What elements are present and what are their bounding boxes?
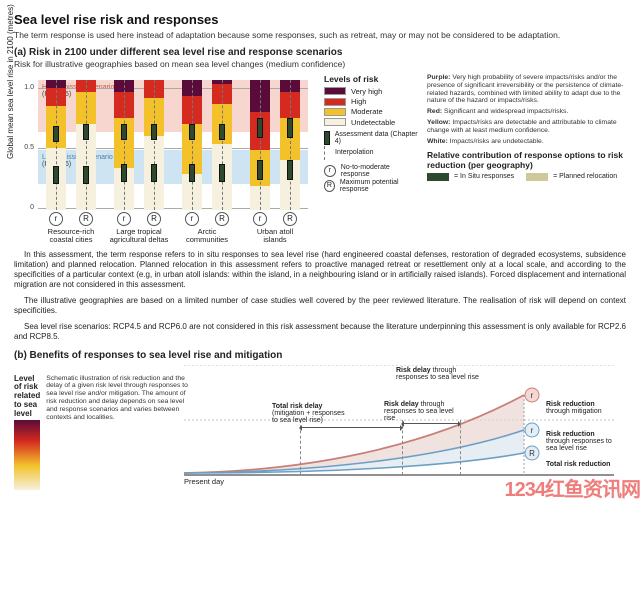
category-label: Urban atoll islands: [245, 228, 305, 244]
desc-purple: Purple: Very high probability of severe …: [427, 74, 626, 105]
panel-b-chart: r r R Total risk delay(mitigation + resp…: [184, 365, 614, 485]
panel-a-sub: Risk for illustrative geographies based …: [14, 59, 626, 70]
risk-label: Moderate: [351, 107, 383, 116]
b-x-origin: Present day: [184, 477, 224, 486]
risk-bar: r: [250, 80, 270, 210]
svg-text:r: r: [531, 391, 534, 400]
body-p2: The illustrative geographies are based o…: [14, 296, 626, 316]
risk-bar: r: [182, 80, 202, 210]
watermark: 1234红鱼资讯网: [505, 478, 640, 503]
risk-label: Very high: [351, 87, 382, 96]
annot-risk-delay2: Risk delay through responses to sea leve…: [396, 367, 486, 382]
y-axis-label: Global mean sea level rise in 2100 (metr…: [6, 4, 16, 159]
risk-bar: R: [76, 80, 96, 210]
risk-swatch: [324, 108, 346, 116]
risk-bar: R: [212, 80, 232, 210]
svg-text:r: r: [531, 426, 534, 435]
panel-a-legend: Levels of risk Very highHighModerate Unde…: [324, 74, 626, 244]
desc-white: White: Impacts/risks are undetectable.: [427, 138, 626, 146]
risk-swatch: [324, 87, 346, 95]
annot-red-mit: Risk reductionthrough mitigation: [546, 401, 612, 416]
category-label: Resource-rich coastal cities: [41, 228, 101, 244]
risk-label: Undetectable: [351, 118, 395, 127]
desc-red: Red: Significant and widespread impacts/…: [427, 108, 626, 116]
panel-a-title: (a) Risk in 2100 under different sea lev…: [14, 47, 626, 60]
risk-bar: r: [46, 80, 66, 210]
body-p1: In this assessment, the term response re…: [14, 250, 626, 290]
insitu-swatch: [427, 173, 449, 181]
category-label: Large tropical agricultural deltas: [109, 228, 169, 244]
body-p3: Sea level rise scenarios: RCP4.5 and RCP…: [14, 322, 626, 342]
risk-label: High: [351, 97, 366, 106]
panel-a-chart: Global mean sea level rise in 2100 (metr…: [14, 74, 314, 244]
b-gradient: [14, 420, 40, 490]
plan-swatch: [526, 173, 548, 181]
panel-a: Global mean sea level rise in 2100 (metr…: [14, 74, 626, 244]
risk-bar: R: [144, 80, 164, 210]
b-left-title: Level of risk related to sea level: [14, 375, 40, 419]
panel-b: Level of risk related to sea level Schem…: [14, 365, 614, 495]
panel-b-title: (b) Benefits of responses to sea level r…: [14, 350, 626, 363]
assess-label: Assessment data (Chapter 4): [335, 131, 419, 145]
annot-risk-delay: Risk delay through responses to sea leve…: [384, 401, 454, 423]
svg-text:R: R: [529, 449, 535, 458]
contrib-header: Relative contribution of response option…: [427, 150, 626, 171]
b-schematic: Schematic illustration of risk reduction…: [46, 375, 194, 491]
risk-bar: R: [280, 80, 300, 210]
assess-swatch: [324, 131, 330, 145]
category-label: Arctic communities: [177, 228, 237, 244]
legend-header: Levels of risk: [324, 74, 419, 85]
main-sub: The term response is used here instead o…: [14, 30, 626, 41]
interp-label: Interpolation: [335, 149, 374, 158]
risk-swatch: [324, 118, 346, 126]
annot-total-red: Total risk reduction: [546, 461, 612, 468]
panel-b-left: Level of risk related to sea level Schem…: [14, 375, 194, 491]
resp-r-label: No-to-moderate response: [341, 164, 419, 178]
resp-R-label: Maximum potential response: [340, 179, 419, 193]
interp-swatch: [324, 146, 330, 160]
resp-R-icon: R: [324, 180, 335, 192]
risk-swatch: [324, 98, 346, 106]
risk-bar: r: [114, 80, 134, 210]
annot-red-resp: Risk reductionthrough responses to sea l…: [546, 431, 612, 453]
desc-yellow: Yellow: Impacts/risks are detectable and…: [427, 119, 626, 135]
insitu-label: = In Situ responses: [454, 173, 514, 180]
plan-label: = Planned relocation: [553, 173, 617, 180]
main-title: Sea level rise risk and responses: [14, 12, 626, 28]
resp-r-icon: r: [324, 165, 336, 177]
annot-total-delay: Total risk delay(mitigation + responses …: [272, 403, 352, 425]
